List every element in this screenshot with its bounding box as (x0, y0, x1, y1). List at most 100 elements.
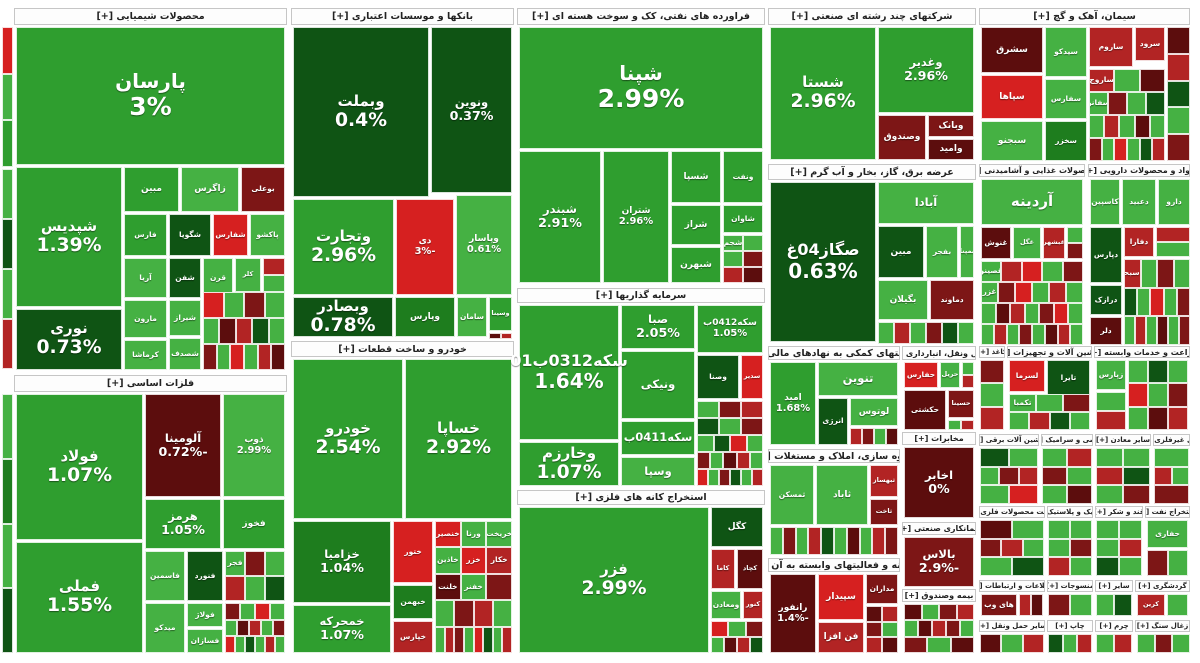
stock-tile-small[interactable] (1124, 287, 1138, 317)
stock-tile-small[interactable] (1134, 115, 1150, 138)
stock-tile-small[interactable] (1124, 316, 1135, 345)
stock-tile-خزر[interactable]: خزر (460, 547, 487, 574)
stock-tile-small[interactable] (737, 637, 750, 653)
stock-tile-small[interactable] (1012, 520, 1044, 539)
sector-header-real-estate[interactable]: انبوه سازی، املاک و مستغلات [+] (768, 449, 900, 463)
stock-tile-small[interactable] (473, 600, 493, 627)
stock-tile-small[interactable] (1156, 242, 1190, 257)
stock-tile-خبهمن[interactable]: خبهمن (393, 585, 433, 619)
stock-tile-small[interactable] (225, 636, 235, 653)
stock-tile-small[interactable] (1167, 27, 1190, 54)
stock-tile-small[interactable] (980, 448, 1009, 467)
stock-tile-small[interactable] (939, 604, 957, 621)
stock-tile-خریخت[interactable]: خریخت (486, 521, 512, 548)
stock-tile-small[interactable] (244, 344, 258, 370)
stock-tile-خلنت[interactable]: خلنت (435, 573, 461, 601)
stock-tile-small[interactable] (435, 626, 445, 653)
stock-tile-small[interactable] (918, 620, 932, 637)
stock-tile-small[interactable] (1148, 360, 1168, 384)
stock-tile-small[interactable] (1019, 594, 1031, 616)
stock-tile-کلر[interactable]: کلر (235, 258, 261, 292)
stock-tile-small[interactable] (1119, 557, 1142, 576)
stock-tile-small[interactable] (483, 626, 493, 653)
stock-tile-small[interactable] (749, 452, 763, 469)
stock-tile-small[interactable] (713, 435, 730, 452)
stock-tile-small[interactable] (1114, 594, 1132, 616)
stock-tile-small[interactable] (1167, 53, 1190, 81)
stock-tile-سفانو[interactable]: سفانو (1089, 92, 1108, 115)
stock-tile-غنوش[interactable]: غنوش (981, 227, 1011, 259)
stock-tile-small[interactable] (1171, 466, 1189, 486)
stock-tile-small[interactable] (980, 466, 1000, 486)
stock-tile-حفاری[interactable]: حفاری (1147, 520, 1188, 548)
sector-header-leather[interactable]: چرم [+] (1095, 620, 1133, 632)
sector-header-coal[interactable]: زغال سنگ [+] (1135, 620, 1190, 632)
stock-tile-small[interactable] (926, 322, 942, 344)
stock-tile-آلومینا[interactable]: آلومینا -0.72% (145, 394, 221, 497)
stock-tile-small[interactable] (958, 322, 974, 344)
stock-tile-small[interactable] (2, 219, 13, 269)
stock-tile-دپارس[interactable]: دپارس (1090, 227, 1122, 283)
stock-tile-شسپا[interactable]: شسپا (671, 151, 721, 203)
stock-tile-small[interactable] (492, 600, 512, 627)
stock-tile-small[interactable] (980, 557, 1012, 576)
stock-tile-خنصیر[interactable]: خنصیر (435, 521, 461, 548)
stock-tile-شستا[interactable]: شستا 2.96% (770, 27, 876, 160)
sector-header-rubber-plastic[interactable]: لاستیک و پلاستیک [+] (1047, 506, 1093, 518)
stock-tile-small[interactable] (473, 626, 484, 653)
stock-tile-غصینو[interactable]: غصینو (981, 261, 1002, 282)
stock-tile-هرمز[interactable]: هرمز 1.05% (145, 499, 221, 549)
stock-tile-تنوین[interactable]: تنوین (818, 362, 898, 396)
stock-tile-small[interactable] (904, 604, 922, 621)
stock-tile-small[interactable] (1168, 383, 1188, 407)
stock-tile-حکشتی[interactable]: حکشتی (904, 390, 946, 430)
stock-tile-small[interactable] (1167, 134, 1190, 161)
stock-tile-پارسان[interactable]: پارسان 3% (16, 27, 285, 165)
stock-tile-small[interactable] (1049, 412, 1070, 430)
stock-tile-small[interactable] (980, 406, 1004, 430)
stock-tile-small[interactable] (1140, 259, 1157, 288)
stock-tile-small[interactable] (1154, 448, 1189, 467)
stock-tile-بفجر[interactable]: بفجر (926, 226, 958, 278)
stock-tile-ختور[interactable]: ختور (393, 521, 433, 583)
stock-tile-small[interactable] (489, 333, 501, 339)
stock-tile-small[interactable] (1001, 261, 1022, 282)
stock-tile-small[interactable] (244, 292, 265, 318)
stock-tile-small[interactable] (1148, 383, 1168, 407)
stock-tile-small[interactable] (711, 621, 729, 637)
stock-tile-شراز[interactable]: شراز (671, 205, 721, 245)
stock-tile-small[interactable] (743, 267, 763, 283)
stock-tile-small[interactable] (745, 621, 763, 637)
stock-tile-small[interactable] (1108, 92, 1127, 115)
stock-tile-small[interactable] (444, 626, 455, 653)
stock-tile-شجم[interactable]: شجم (723, 235, 743, 251)
stock-tile-small[interactable] (1137, 287, 1151, 317)
stock-tile-small[interactable] (1048, 520, 1070, 539)
stock-tile-small[interactable] (275, 636, 285, 653)
stock-tile-small[interactable] (1119, 520, 1142, 539)
stock-tile-سامان[interactable]: سامان (457, 297, 487, 337)
stock-tile-سرود[interactable]: سرود (1135, 27, 1165, 61)
stock-tile-small[interactable] (454, 626, 464, 653)
sector-header-food[interactable]: محصولات غذایی و آشامیدنی [+] (979, 164, 1085, 177)
stock-tile-مارون[interactable]: مارون (124, 300, 167, 338)
stock-tile-small[interactable] (2, 394, 13, 459)
stock-tile-small[interactable] (795, 527, 809, 555)
stock-tile-small[interactable] (1031, 594, 1043, 616)
stock-tile-کرین[interactable]: کرین (1137, 594, 1165, 616)
stock-tile-small[interactable] (1167, 107, 1190, 135)
stock-tile-small[interactable] (1128, 383, 1148, 407)
stock-tile-small[interactable] (882, 637, 898, 653)
stock-tile-small[interactable] (1154, 466, 1172, 486)
stock-tile-small[interactable] (710, 452, 724, 469)
stock-tile-small[interactable] (1167, 594, 1188, 616)
stock-tile-small[interactable] (261, 619, 273, 637)
stock-tile-small[interactable] (265, 551, 285, 576)
stock-tile-سبجنو[interactable]: سبجنو (981, 121, 1043, 161)
stock-tile-دماوند[interactable]: دماوند (930, 280, 974, 320)
stock-tile-small[interactable] (723, 251, 743, 267)
stock-tile-شفارس[interactable]: شفارس (213, 214, 248, 256)
stock-tile-سکه0412ب[interactable]: سکه0412ب 1.05% (697, 305, 763, 353)
stock-tile-سکه0312ب01[interactable]: سکه0312ب01 1.64% (510, 305, 628, 440)
stock-tile-شبهرن[interactable]: شبهرن (671, 247, 721, 283)
